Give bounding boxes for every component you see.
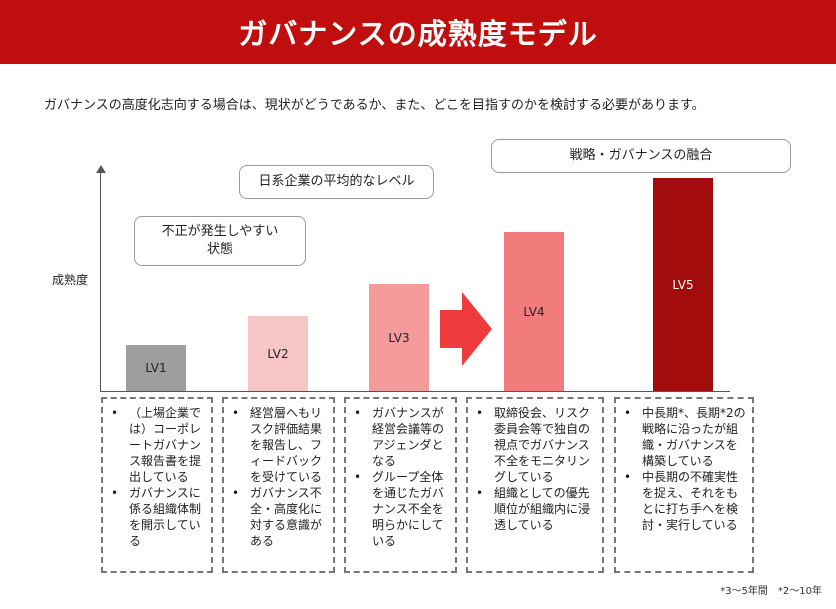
progression-arrow-icon <box>440 292 492 366</box>
description-box-lv4: 取締役会、リスク委員会等で独自の視点でガバナンス不全をモニタリングしている 組織… <box>466 397 604 573</box>
description-box-lv5: 中長期*、長期*2の戦略に沿ったが組織・ガバナンスを構築している 中長期の不確実… <box>614 397 754 573</box>
bar-lv5-label: LV5 <box>672 277 694 292</box>
bar-lv5: LV5 <box>653 178 713 391</box>
list-item: （上場企業では）コーポレートガバナンス報告書を提出している <box>109 405 205 485</box>
callout-average-japanese-level: 日系企業の平均的なレベル <box>239 165 434 199</box>
y-axis-label: 成熟度 <box>52 273 89 287</box>
list-item: ガバナンスが経営会議等のアジェンダとなる <box>352 405 449 469</box>
bar-lv3-label: LV3 <box>388 330 410 345</box>
list-item: 経営層へもリスク評価結果を報告し、フィードバックを受けている <box>230 405 327 485</box>
list-item: 中長期の不確実性を捉え、それをもとに打ち手へを検討・実行している <box>622 469 746 533</box>
description-box-lv3: ガバナンスが経営会議等のアジェンダとなる グループ全体を通じたガバナンス不全を明… <box>344 397 457 573</box>
y-axis-arrow-icon <box>96 165 106 173</box>
header-banner: ガバナンスの成熟度モデル <box>0 0 836 64</box>
y-axis-line <box>100 170 101 392</box>
footnote-text: *3〜5年間 *2〜10年 <box>720 586 822 597</box>
bar-lv2-label: LV2 <box>267 346 289 361</box>
page-title: ガバナンスの成熟度モデル <box>238 17 598 51</box>
bar-lv1-label: LV1 <box>145 361 167 375</box>
bar-lv2: LV2 <box>248 316 308 391</box>
list-item: 組織としての優先順位が組織内に浸透している <box>474 485 596 533</box>
list-item: グループ全体を通じたガバナンス不全を明らかにしている <box>352 469 449 549</box>
callout-fraud-prone-state: 不正が発生しやすい 状態 <box>134 216 306 266</box>
callout-strategy-governance-fusion: 戦略・ガバナンスの融合 <box>491 139 791 173</box>
bar-lv1: LV1 <box>126 345 186 391</box>
description-box-lv2: 経営層へもリスク評価結果を報告し、フィードバックを受けている ガバナンス不全・高… <box>222 397 335 573</box>
list-item: 中長期*、長期*2の戦略に沿ったが組織・ガバナンスを構築している <box>622 405 746 469</box>
description-box-lv1: （上場企業では）コーポレートガバナンス報告書を提出している ガバナンスに係る組織… <box>101 397 213 573</box>
bar-lv4-label: LV4 <box>523 304 545 319</box>
x-axis-line <box>100 391 730 392</box>
list-item: ガバナンス不全・高度化に対する意識がある <box>230 485 327 549</box>
list-item: ガバナンスに係る組織体制を開示している <box>109 485 205 549</box>
bar-lv3: LV3 <box>369 284 429 391</box>
list-item: 取締役会、リスク委員会等で独自の視点でガバナンス不全をモニタリングしている <box>474 405 596 485</box>
subtitle-text: ガバナンスの高度化志向する場合は、現状がどうであるか、また、どこを目指すのかを検… <box>44 98 705 113</box>
bar-lv4: LV4 <box>504 232 564 391</box>
